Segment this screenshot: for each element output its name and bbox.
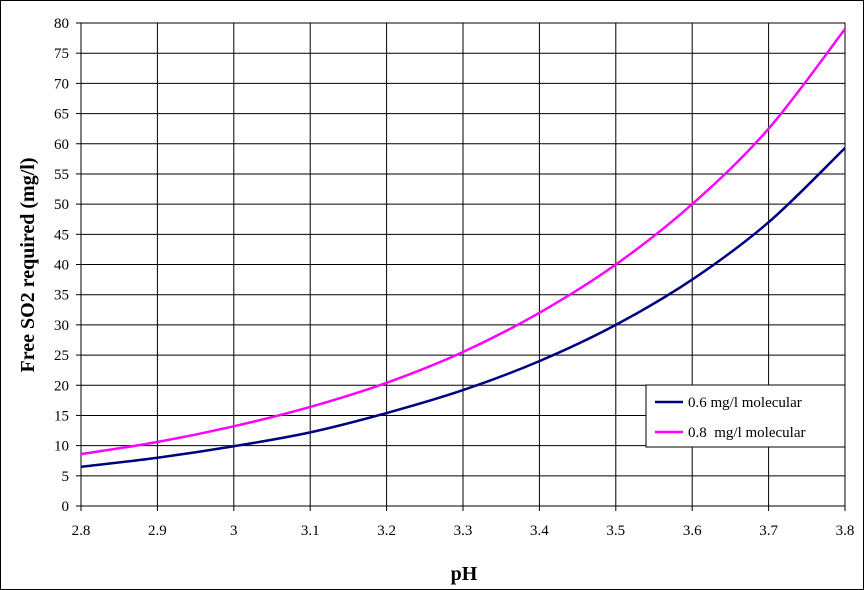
y-tick-label: 75 bbox=[54, 46, 69, 62]
y-axis-title: Free SO2 required (mg/l) bbox=[17, 158, 39, 373]
x-tick-label: 3.4 bbox=[530, 523, 549, 539]
legend-box bbox=[645, 384, 846, 448]
y-tick-label: 5 bbox=[62, 469, 70, 485]
x-tick-label: 3.1 bbox=[301, 523, 320, 539]
x-tick-label: 3.3 bbox=[454, 523, 473, 539]
y-tick-label: 40 bbox=[54, 258, 69, 274]
x-tick-label: 3.7 bbox=[759, 523, 778, 539]
y-tick-label: 15 bbox=[54, 408, 69, 424]
x-axis-ticks: 2.8 2.9 3 3.1 3.2 3.3 3.4 3.5 3.6 3.7 3.8 bbox=[72, 506, 855, 539]
y-tick-label: 25 bbox=[54, 348, 69, 364]
legend: 0.6 mg/l molecular 0.8 mg/l molecular bbox=[645, 384, 846, 448]
y-axis-ticks: 0 5 10 15 20 25 30 35 40 45 50 55 60 65 70 75 80 bbox=[54, 16, 81, 515]
x-tick-label: 2.8 bbox=[72, 523, 91, 539]
x-tick-label: 3.2 bbox=[377, 523, 396, 539]
x-axis-title: pH bbox=[451, 563, 478, 585]
x-tick-label: 2.9 bbox=[148, 523, 167, 539]
y-tick-label: 50 bbox=[54, 197, 69, 213]
x-tick-label: 3.8 bbox=[836, 523, 855, 539]
y-tick-label: 80 bbox=[54, 16, 69, 32]
series-line-2 bbox=[80, 28, 846, 456]
x-tick-label: 3.5 bbox=[606, 523, 625, 539]
x-tick-label: 3 bbox=[230, 523, 238, 539]
y-tick-label: 70 bbox=[54, 76, 69, 92]
y-tick-label: 30 bbox=[54, 318, 69, 334]
y-tick-label: 45 bbox=[54, 227, 69, 243]
y-tick-label: 10 bbox=[54, 439, 69, 455]
series-lines bbox=[80, 28, 846, 468]
legend-label-series-2: 0.8 mg/l molecular bbox=[688, 425, 805, 441]
legend-label-series-1: 0.6 mg/l molecular bbox=[688, 395, 802, 411]
y-tick-label: 0 bbox=[62, 499, 70, 515]
y-tick-label: 65 bbox=[54, 107, 69, 123]
y-tick-label: 55 bbox=[54, 167, 69, 183]
x-tick-label: 3.6 bbox=[683, 523, 702, 539]
series-line-1 bbox=[80, 147, 846, 468]
y-tick-label: 60 bbox=[54, 137, 69, 153]
y-tick-label: 35 bbox=[54, 288, 69, 304]
y-tick-label: 20 bbox=[54, 378, 69, 394]
